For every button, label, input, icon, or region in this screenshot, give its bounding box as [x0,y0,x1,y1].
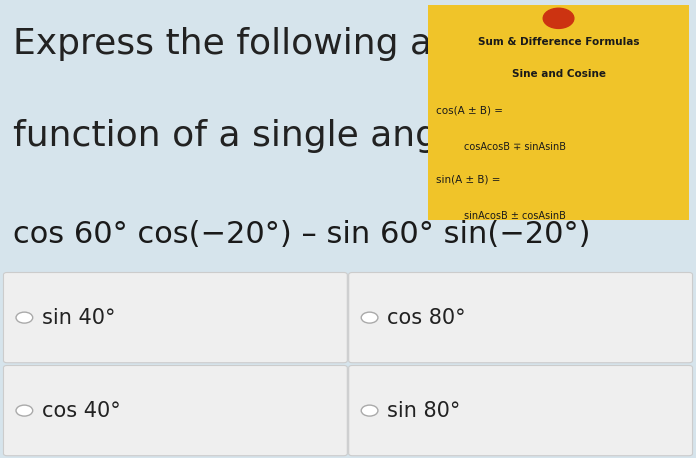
FancyBboxPatch shape [3,365,347,456]
Text: cosAcosB ∓ sinAsinB: cosAcosB ∓ sinAsinB [464,142,567,152]
FancyBboxPatch shape [349,365,693,456]
Text: function of a single angle.: function of a single angle. [13,119,481,153]
FancyBboxPatch shape [428,5,689,220]
Text: sin(A ± B) =: sin(A ± B) = [436,174,501,184]
Text: Sum & Difference Formulas: Sum & Difference Formulas [477,37,640,47]
Circle shape [16,405,33,416]
Text: cos 80°: cos 80° [387,308,466,327]
Text: Sine and Cosine: Sine and Cosine [512,69,606,79]
Circle shape [16,312,33,323]
FancyBboxPatch shape [3,273,347,363]
Circle shape [361,405,378,416]
Text: sin 40°: sin 40° [42,308,116,327]
FancyBboxPatch shape [349,273,693,363]
Text: Express the following as a: Express the following as a [13,27,484,61]
Circle shape [361,312,378,323]
Text: sin 80°: sin 80° [387,401,460,420]
Text: cos 60° cos(−20°) – sin 60° sin(−20°): cos 60° cos(−20°) – sin 60° sin(−20°) [13,220,590,249]
Text: sinAcosB ± cosAsinB: sinAcosB ± cosAsinB [464,211,566,221]
Text: cos(A ± B) =: cos(A ± B) = [436,105,503,115]
Circle shape [543,8,574,28]
Text: cos 40°: cos 40° [42,401,120,420]
